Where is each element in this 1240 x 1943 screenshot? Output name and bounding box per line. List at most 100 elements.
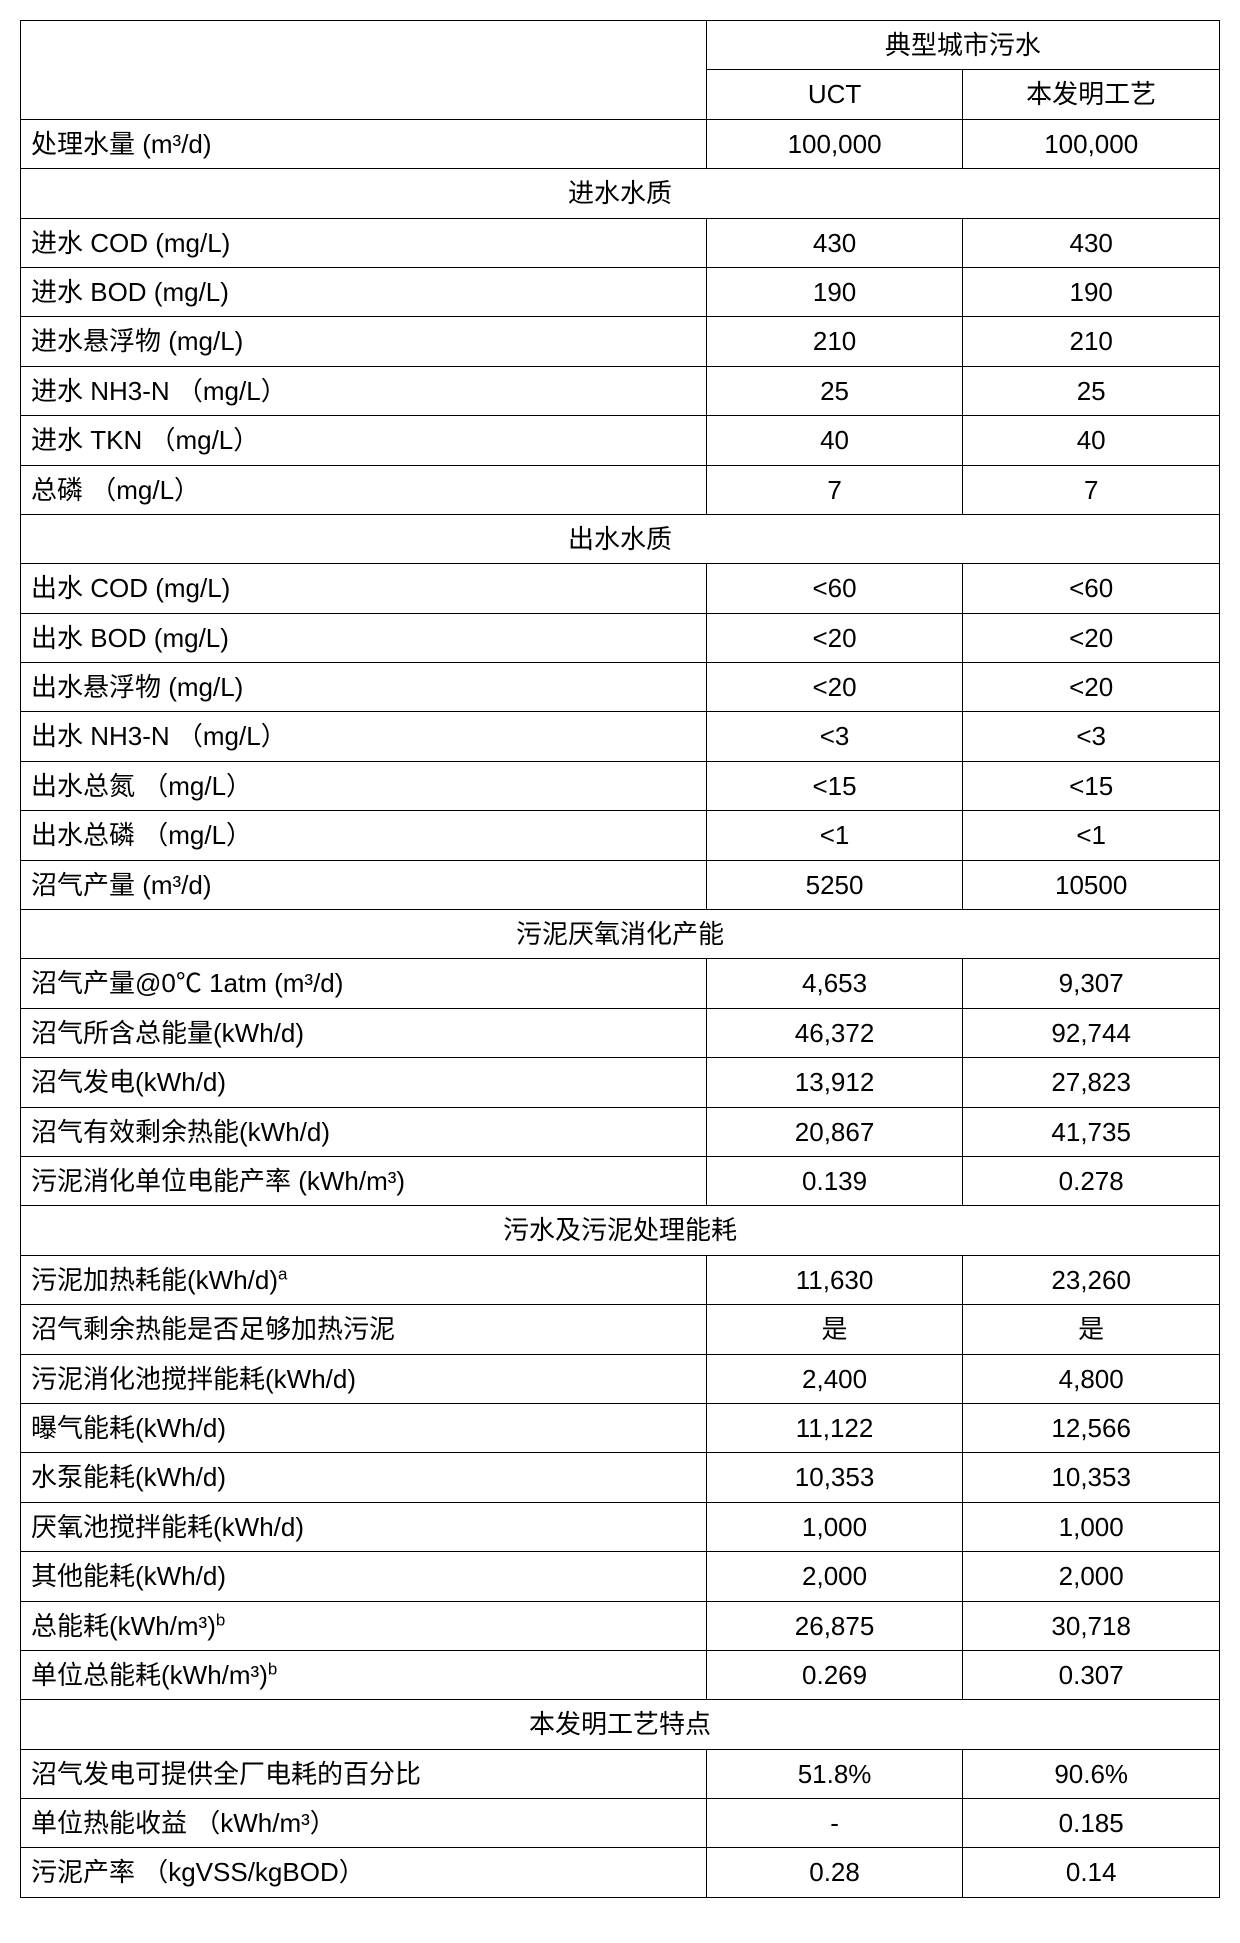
row-cell: - xyxy=(706,1799,963,1848)
row-cell: 46,372 xyxy=(706,1008,963,1057)
section-title: 进水水质 xyxy=(21,169,1220,218)
row-label: 污泥消化单位电能产率 (kWh/m³) xyxy=(21,1156,707,1205)
row-cell: <15 xyxy=(706,761,963,810)
row-cell: 2,400 xyxy=(706,1354,963,1403)
table-row: 进水 COD (mg/L) 430 430 xyxy=(21,218,1220,267)
row-cell: 40 xyxy=(706,416,963,465)
row-cell: 1,000 xyxy=(706,1502,963,1551)
row-label: 其他能耗(kWh/d) xyxy=(21,1552,707,1601)
table-row: 其他能耗(kWh/d) 2,000 2,000 xyxy=(21,1552,1220,1601)
table-row: 出水悬浮物 (mg/L) <20 <20 xyxy=(21,663,1220,712)
table-row: 水泵能耗(kWh/d) 10,353 10,353 xyxy=(21,1453,1220,1502)
row-cell: 20,867 xyxy=(706,1107,963,1156)
row-label: 厌氧池搅拌能耗(kWh/d) xyxy=(21,1502,707,1551)
row-cell: 25 xyxy=(706,366,963,415)
row-cell: <60 xyxy=(963,564,1220,613)
row-cell: 10,353 xyxy=(963,1453,1220,1502)
table-row: 总磷 （mg/L） 7 7 xyxy=(21,465,1220,514)
row-cell: 1,000 xyxy=(963,1502,1220,1551)
section-title: 本发明工艺特点 xyxy=(21,1700,1220,1749)
header-col-invention: 本发明工艺 xyxy=(963,70,1220,119)
row-cell: 25 xyxy=(963,366,1220,415)
row-cell: 5250 xyxy=(706,860,963,909)
row-label: 曝气能耗(kWh/d) xyxy=(21,1403,707,1452)
table-row: 总能耗(kWh/m³)b 26,875 30,718 xyxy=(21,1601,1220,1650)
row-cell: 10,353 xyxy=(706,1453,963,1502)
row-cell: 2,000 xyxy=(963,1552,1220,1601)
row-label: 进水悬浮物 (mg/L) xyxy=(21,317,707,366)
table-row: 厌氧池搅拌能耗(kWh/d) 1,000 1,000 xyxy=(21,1502,1220,1551)
row-cell: 100,000 xyxy=(706,119,963,168)
row-label: 沼气所含总能量(kWh/d) xyxy=(21,1008,707,1057)
table-row: 出水 BOD (mg/L) <20 <20 xyxy=(21,613,1220,662)
row-cell: <1 xyxy=(963,811,1220,860)
header-empty-cell xyxy=(21,21,707,120)
row-label: 沼气剩余热能是否足够加热污泥 xyxy=(21,1305,707,1354)
table-row: 沼气有效剩余热能(kWh/d) 20,867 41,735 xyxy=(21,1107,1220,1156)
row-label: 进水 BOD (mg/L) xyxy=(21,267,707,316)
row-label: 单位热能收益 （kWh/m³） xyxy=(21,1799,707,1848)
row-label: 水泵能耗(kWh/d) xyxy=(21,1453,707,1502)
row-cell: 90.6% xyxy=(963,1749,1220,1798)
header-mega: 典型城市污水 xyxy=(706,21,1219,70)
table-row: 进水悬浮物 (mg/L) 210 210 xyxy=(21,317,1220,366)
table-row: 污泥加热耗能(kWh/d)a 11,630 23,260 xyxy=(21,1255,1220,1304)
row-label: 出水悬浮物 (mg/L) xyxy=(21,663,707,712)
table-row: 沼气剩余热能是否足够加热污泥 是 是 xyxy=(21,1305,1220,1354)
row-cell: 0.278 xyxy=(963,1156,1220,1205)
row-cell: 7 xyxy=(706,465,963,514)
row-label: 进水 TKN （mg/L） xyxy=(21,416,707,465)
table-row: 出水 NH3-N （mg/L） <3 <3 xyxy=(21,712,1220,761)
row-cell: 7 xyxy=(963,465,1220,514)
row-cell: 是 xyxy=(706,1305,963,1354)
row-cell: 10500 xyxy=(963,860,1220,909)
section-header-row: 污水及污泥处理能耗 xyxy=(21,1206,1220,1255)
row-label: 沼气产量@0℃ 1atm (m³/d) xyxy=(21,959,707,1008)
row-label: 总磷 （mg/L） xyxy=(21,465,707,514)
table-row: 进水 NH3-N （mg/L） 25 25 xyxy=(21,366,1220,415)
comparison-table: 典型城市污水 UCT 本发明工艺 处理水量 (m³/d) 100,000 100… xyxy=(20,20,1220,1898)
section-title: 污水及污泥处理能耗 xyxy=(21,1206,1220,1255)
row-cell: 92,744 xyxy=(963,1008,1220,1057)
row-cell: 30,718 xyxy=(963,1601,1220,1650)
row-cell: 210 xyxy=(706,317,963,366)
row-cell: 12,566 xyxy=(963,1403,1220,1452)
row-cell: 4,800 xyxy=(963,1354,1220,1403)
row-label: 污泥消化池搅拌能耗(kWh/d) xyxy=(21,1354,707,1403)
table-row: 进水 BOD (mg/L) 190 190 xyxy=(21,267,1220,316)
table-row: 沼气产量@0℃ 1atm (m³/d) 4,653 9,307 xyxy=(21,959,1220,1008)
row-cell: 100,000 xyxy=(963,119,1220,168)
row-label: 总能耗(kWh/m³)b xyxy=(21,1601,707,1650)
row-cell: 40 xyxy=(963,416,1220,465)
table-row: 出水 COD (mg/L) <60 <60 xyxy=(21,564,1220,613)
row-cell: 11,630 xyxy=(706,1255,963,1304)
section-header-row: 污泥厌氧消化产能 xyxy=(21,910,1220,959)
table-row: 沼气产量 (m³/d) 5250 10500 xyxy=(21,860,1220,909)
row-cell: <3 xyxy=(963,712,1220,761)
row-cell: 0.269 xyxy=(706,1650,963,1699)
row-label: 污泥产率 （kgVSS/kgBOD） xyxy=(21,1848,707,1897)
row-cell: 27,823 xyxy=(963,1058,1220,1107)
table-row: 沼气发电(kWh/d) 13,912 27,823 xyxy=(21,1058,1220,1107)
row-label: 出水 NH3-N （mg/L） xyxy=(21,712,707,761)
row-cell: <15 xyxy=(963,761,1220,810)
row-label: 出水 COD (mg/L) xyxy=(21,564,707,613)
table-row: 沼气所含总能量(kWh/d) 46,372 92,744 xyxy=(21,1008,1220,1057)
row-cell: 41,735 xyxy=(963,1107,1220,1156)
row-label: 沼气产量 (m³/d) xyxy=(21,860,707,909)
table-row: 曝气能耗(kWh/d) 11,122 12,566 xyxy=(21,1403,1220,1452)
row-label: 单位总能耗(kWh/m³)b xyxy=(21,1650,707,1699)
row-cell: 51.8% xyxy=(706,1749,963,1798)
row-cell: 210 xyxy=(963,317,1220,366)
table-row: 出水总氮 （mg/L） <15 <15 xyxy=(21,761,1220,810)
row-cell: 0.139 xyxy=(706,1156,963,1205)
section-title: 污泥厌氧消化产能 xyxy=(21,910,1220,959)
row-label: 出水总磷 （mg/L） xyxy=(21,811,707,860)
table-row: 单位总能耗(kWh/m³)b 0.269 0.307 xyxy=(21,1650,1220,1699)
row-cell: 0.307 xyxy=(963,1650,1220,1699)
row-cell: 190 xyxy=(963,267,1220,316)
table-row: 污泥消化单位电能产率 (kWh/m³) 0.139 0.278 xyxy=(21,1156,1220,1205)
table-row: 出水总磷 （mg/L） <1 <1 xyxy=(21,811,1220,860)
row-cell: <60 xyxy=(706,564,963,613)
row-label: 沼气发电可提供全厂电耗的百分比 xyxy=(21,1749,707,1798)
